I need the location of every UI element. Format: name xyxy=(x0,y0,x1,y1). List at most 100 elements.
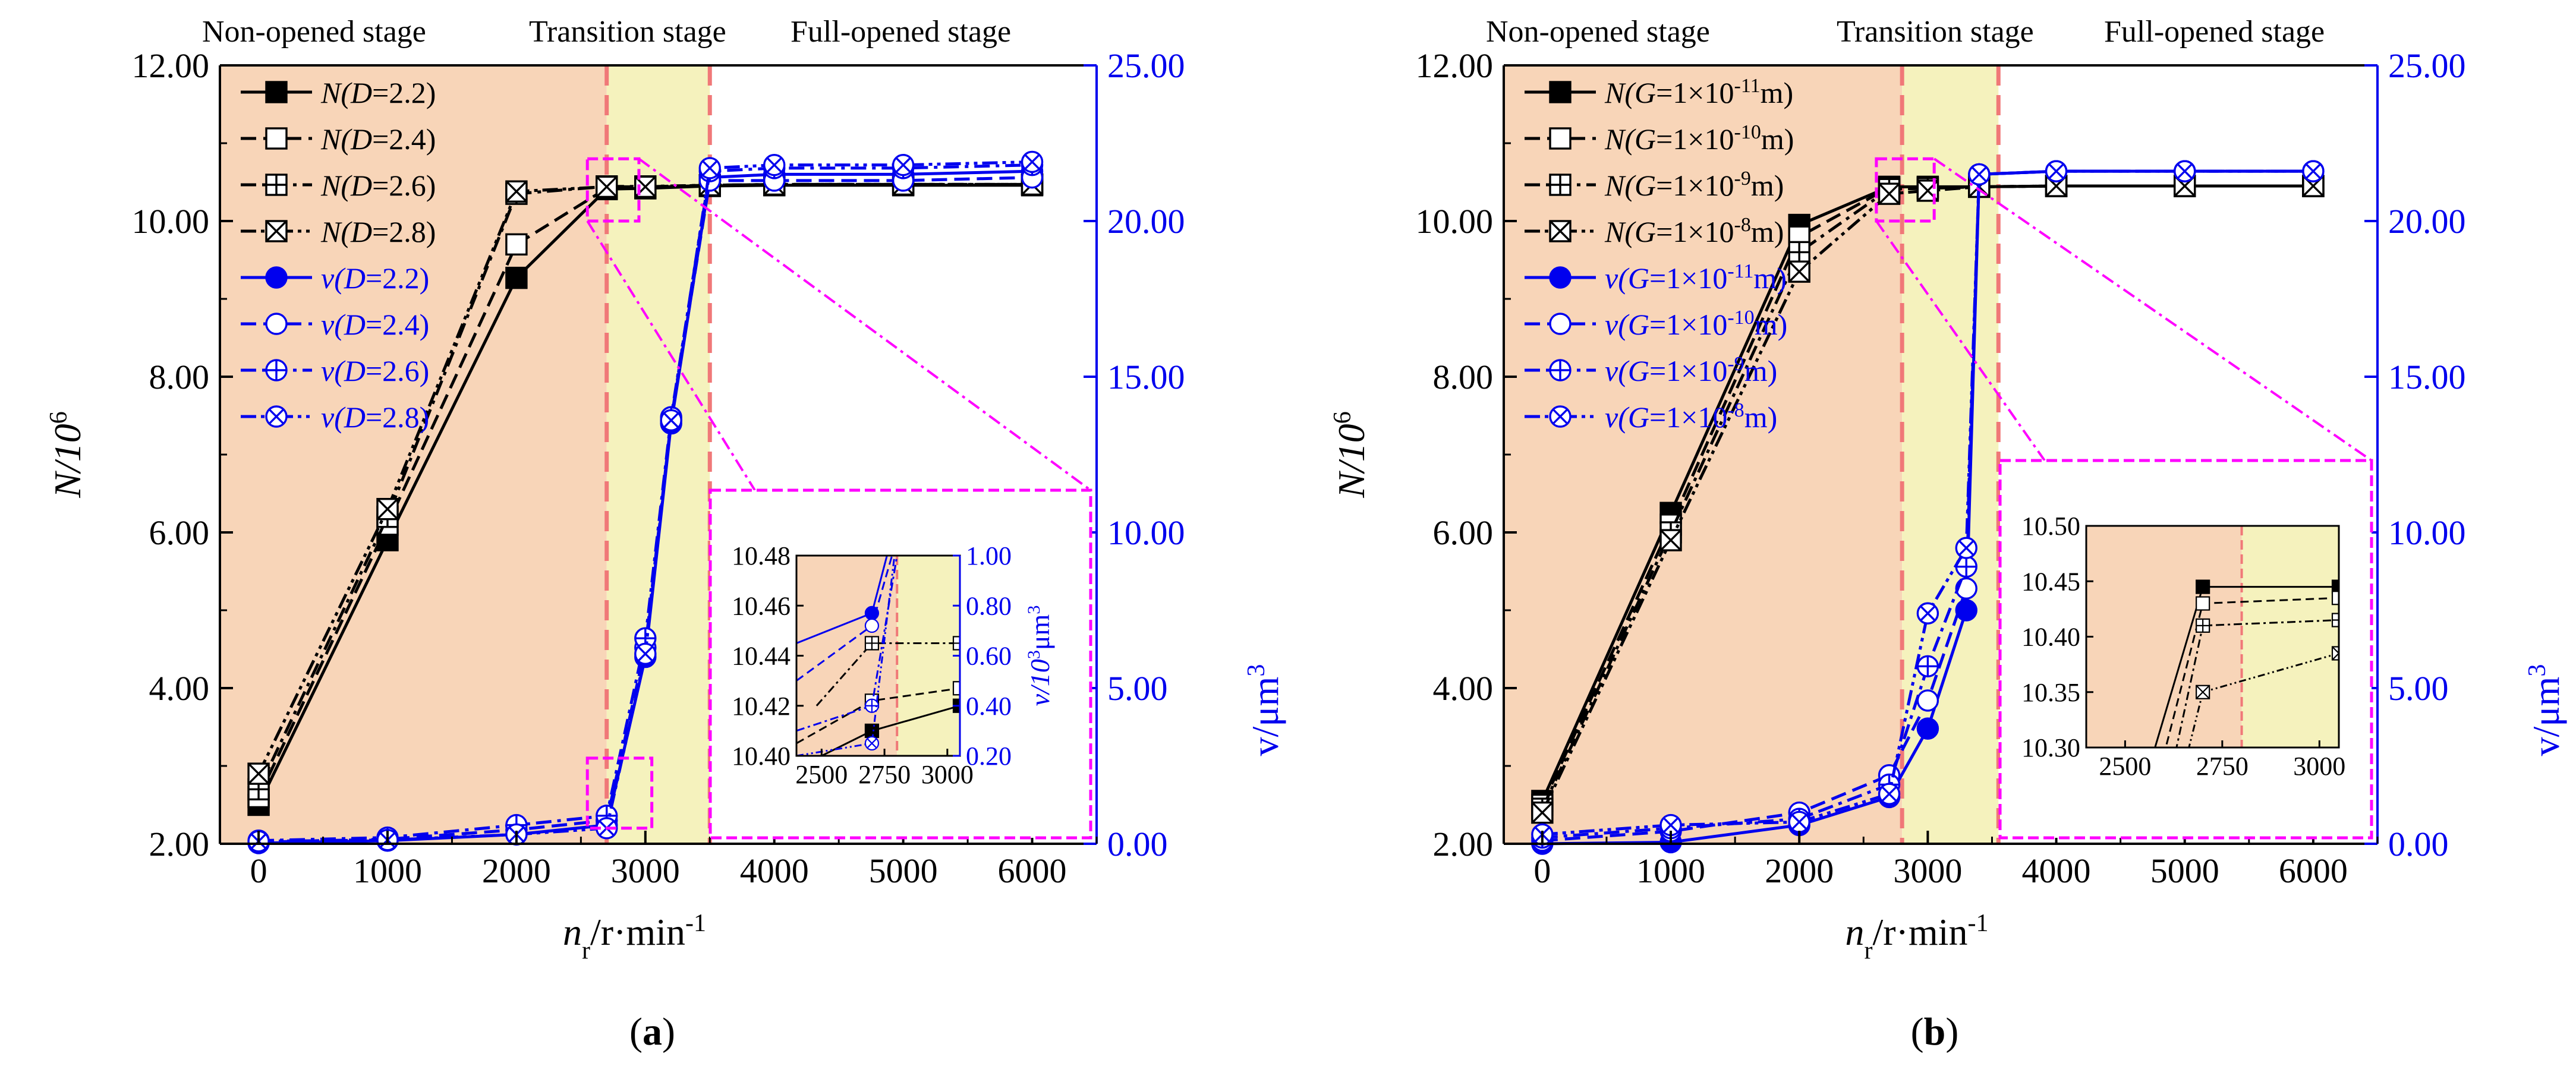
inset-x-tick-label: 3000 xyxy=(2293,752,2345,781)
zoom-box xyxy=(1875,157,1936,223)
inset-y2-title-unit: μm xyxy=(1025,614,1055,650)
stage-label: Transition stage xyxy=(529,15,726,49)
inset-data-point xyxy=(2196,596,2210,611)
legend-sup: -11 xyxy=(1734,75,1761,97)
inset-data-point-shape xyxy=(2196,579,2210,594)
data-point-s7-p7 xyxy=(763,153,786,176)
legend-pre: v( xyxy=(321,261,346,295)
legend-label: N(G=1×10-9m) xyxy=(1604,168,1784,203)
inset-y-tick-label: 10.46 xyxy=(732,591,791,620)
y2-tick-label: 25.00 xyxy=(1107,46,1185,85)
legend-marker xyxy=(1549,127,1572,150)
data-point-s7-p9 xyxy=(1021,150,1044,174)
data-point-s3-p3 xyxy=(596,175,618,198)
legend-entry: N(D=2.4) xyxy=(241,122,436,156)
zoom-connector xyxy=(586,220,756,491)
legend-pre: v( xyxy=(1605,354,1630,387)
legend-sup: -8 xyxy=(1734,214,1751,236)
x-axis-title: nr/r·min-1 xyxy=(1846,910,1989,964)
legend-label: N(D=2.6) xyxy=(320,169,436,202)
y2-axis-title-text: v/μm xyxy=(1244,677,1286,756)
stage-label: Non-opened stage xyxy=(202,15,426,49)
legend-post: =1×10 xyxy=(1656,122,1734,156)
legend-post: =1×10 xyxy=(1649,400,1727,434)
inset-data-point xyxy=(2331,646,2339,661)
legend-entry: v(G=1×10-10m) xyxy=(1525,307,1787,341)
data-point-s7-p5-d2 xyxy=(1958,540,1974,556)
data-point-s0-p2-shape xyxy=(505,266,528,289)
legend-entry: N(D=2.2) xyxy=(241,76,436,109)
legend-var: G xyxy=(1628,308,1649,341)
legend-tail: m) xyxy=(1744,400,1778,434)
inset-x-tick-label: 2750 xyxy=(858,760,911,789)
inset-y2-title-unit-sup: 3 xyxy=(1024,605,1044,614)
y-tick-label: 2.00 xyxy=(1433,825,1494,863)
inset-y-tick-label: 10.44 xyxy=(732,642,791,671)
legend-marker xyxy=(265,220,288,242)
inset-data-point xyxy=(864,636,880,651)
data-point-s4-p5-shape xyxy=(1955,599,1977,622)
y2-tick-label: 0.00 xyxy=(1107,825,1168,863)
data-point-s7-p4-d2 xyxy=(1920,605,1936,622)
data-point-s7-p3-d2 xyxy=(1881,786,1897,802)
panel-label: (a) xyxy=(629,1010,675,1054)
legend-post: =1×10 xyxy=(1656,76,1734,109)
data-point-s3-p3-d2 xyxy=(596,176,618,198)
legend-marker xyxy=(1549,174,1572,196)
data-point-s7-p1 xyxy=(1659,813,1682,837)
x-axis-title-n: n xyxy=(563,911,582,953)
y-axis-title: N/106 xyxy=(45,411,89,498)
data-point-s7-p9 xyxy=(2302,160,2325,182)
y-tick-label: 12.00 xyxy=(1416,46,1494,85)
legend-entry: v(G=1×10-9m) xyxy=(1525,353,1777,388)
legend-tail: m) xyxy=(1753,261,1787,295)
legend-marker xyxy=(1549,313,1572,335)
inset-stage1-region xyxy=(2086,526,2242,748)
panel-label-close: ) xyxy=(1945,1010,1958,1054)
series-line-6 xyxy=(259,163,1032,843)
legend-post: =2.4) xyxy=(372,122,436,156)
legend-pre: v( xyxy=(1605,308,1630,341)
legend-pre: N( xyxy=(320,76,352,109)
panel-label-letter: b xyxy=(1924,1010,1946,1054)
x-axis-title-unit: /r·min xyxy=(590,911,685,953)
inset-y-tick-label: 10.40 xyxy=(732,742,791,771)
legend-sup: -8 xyxy=(1727,399,1744,421)
inset-data-point xyxy=(2331,591,2339,605)
x-axis-title: nr/r·min-1 xyxy=(563,910,706,964)
y-tick-label: 12.00 xyxy=(132,46,210,85)
legend-sup: -11 xyxy=(1727,260,1753,282)
legend-marker-shape xyxy=(1549,266,1572,289)
data-point-s7-p4-d2 xyxy=(637,646,654,662)
inset-y2-tick-label: 0.40 xyxy=(966,692,1012,721)
legend-marker xyxy=(1549,359,1572,381)
legend-marker-shape xyxy=(265,313,288,335)
data-point-s3-p2-d2 xyxy=(1788,260,1810,283)
inset-data-point xyxy=(2196,685,2210,699)
data-point-s7-p8 xyxy=(2174,160,2196,182)
data-point-s7-p1-d2 xyxy=(1662,817,1679,833)
legend-marker-shape xyxy=(265,81,288,103)
x-tick-label: 4000 xyxy=(740,851,809,890)
legend-var: D xyxy=(350,169,372,202)
y2-axis-title-sup: 3 xyxy=(1243,664,1270,677)
inset-data-point-shape xyxy=(952,681,960,696)
x-tick-label: 3000 xyxy=(1893,851,1962,890)
legend-label: N(G=1×10-10m) xyxy=(1604,121,1794,156)
inset-y-tick-label: 10.40 xyxy=(2021,623,2080,652)
legend-label: v(D=2.2) xyxy=(321,261,429,295)
data-point-s7-p9-d2 xyxy=(1024,154,1040,170)
legend-label: v(G=1×10-9m) xyxy=(1605,353,1777,388)
y2-tick-label: 25.00 xyxy=(2388,46,2466,85)
legend-entry: N(G=1×10-9m) xyxy=(1525,168,1784,203)
y2-tick-label: 10.00 xyxy=(1107,513,1185,552)
inset-data-point-shape xyxy=(2331,579,2339,594)
y2-tick-label: 5.00 xyxy=(2388,669,2449,708)
data-point-s7-p6 xyxy=(1968,163,1991,186)
data-point-s3-p0-d2 xyxy=(247,762,270,785)
legend-tail: m) xyxy=(1751,215,1784,248)
legend-marker xyxy=(1549,220,1572,242)
data-point-s5-p4 xyxy=(1916,689,1939,712)
legend-post: =2.8) xyxy=(372,215,436,248)
inset-y2-tick-label: 0.20 xyxy=(966,742,1012,771)
